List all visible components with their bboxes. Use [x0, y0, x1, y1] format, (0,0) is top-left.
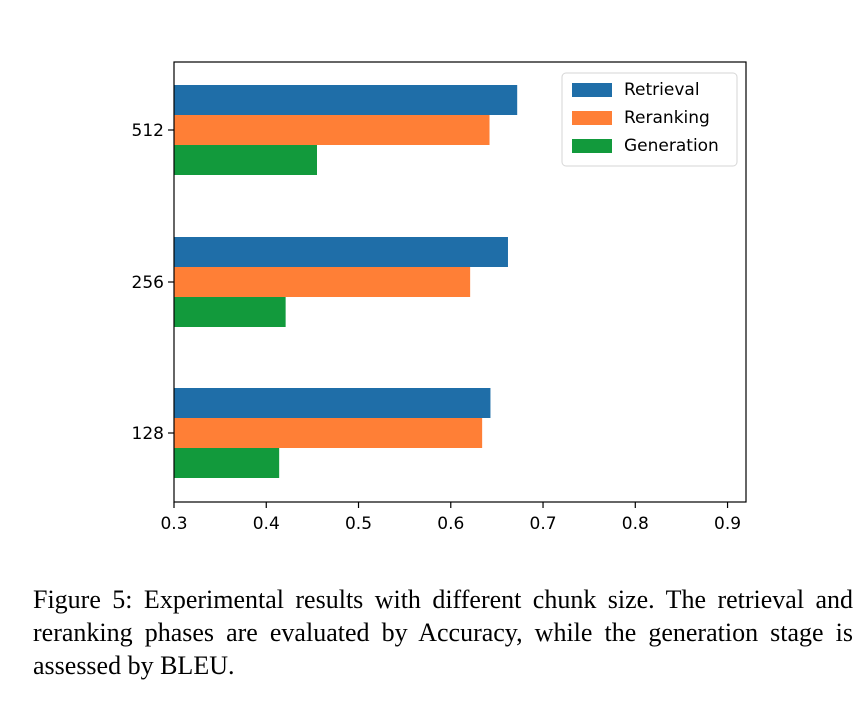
bar-reranking-256: [174, 267, 471, 297]
x-axis-ticks: 0.3 0.4 0.5 0.6 0.7 0.8 0.9: [160, 502, 741, 534]
bar-reranking-128: [174, 418, 483, 448]
y-tick-label-256: 256: [132, 273, 164, 293]
bars-group: [174, 85, 518, 478]
x-tick-label-0.7: 0.7: [530, 514, 557, 534]
x-tick-label-0.6: 0.6: [437, 514, 464, 534]
bar-retrieval-512: [174, 85, 518, 115]
x-tick-label-0.3: 0.3: [160, 514, 187, 534]
figure-caption: Figure 5: Experimental results with diff…: [33, 585, 853, 680]
bar-generation-256: [174, 297, 286, 327]
legend-label-generation: Generation: [624, 136, 719, 156]
legend: Retrieval Reranking Generation: [561, 72, 738, 167]
x-tick-label-0.5: 0.5: [345, 514, 372, 534]
y-tick-label-128: 128: [132, 424, 164, 444]
bar-reranking-512: [174, 115, 490, 145]
x-tick-label-0.8: 0.8: [622, 514, 649, 534]
bar-generation-512: [174, 145, 317, 175]
legend-label-reranking: Reranking: [624, 108, 710, 128]
legend-swatch-generation: [572, 139, 612, 153]
bar-generation-128: [174, 448, 280, 478]
legend-swatch-retrieval: [572, 83, 612, 97]
legend-swatch-reranking: [572, 111, 612, 125]
y-axis-ticks: 512 256 128: [132, 121, 174, 444]
x-tick-label-0.4: 0.4: [253, 514, 280, 534]
x-tick-label-0.9: 0.9: [714, 514, 741, 534]
legend-label-retrieval: Retrieval: [624, 80, 700, 100]
bar-chart: 512 256 128 0.3 0.4 0.5 0.6 0.7 0.8 0.9 Retrieva…: [132, 61, 747, 534]
bar-retrieval-128: [174, 388, 491, 418]
plot-frame: [173, 61, 747, 503]
y-tick-label-512: 512: [132, 121, 164, 141]
bar-retrieval-256: [174, 237, 508, 267]
